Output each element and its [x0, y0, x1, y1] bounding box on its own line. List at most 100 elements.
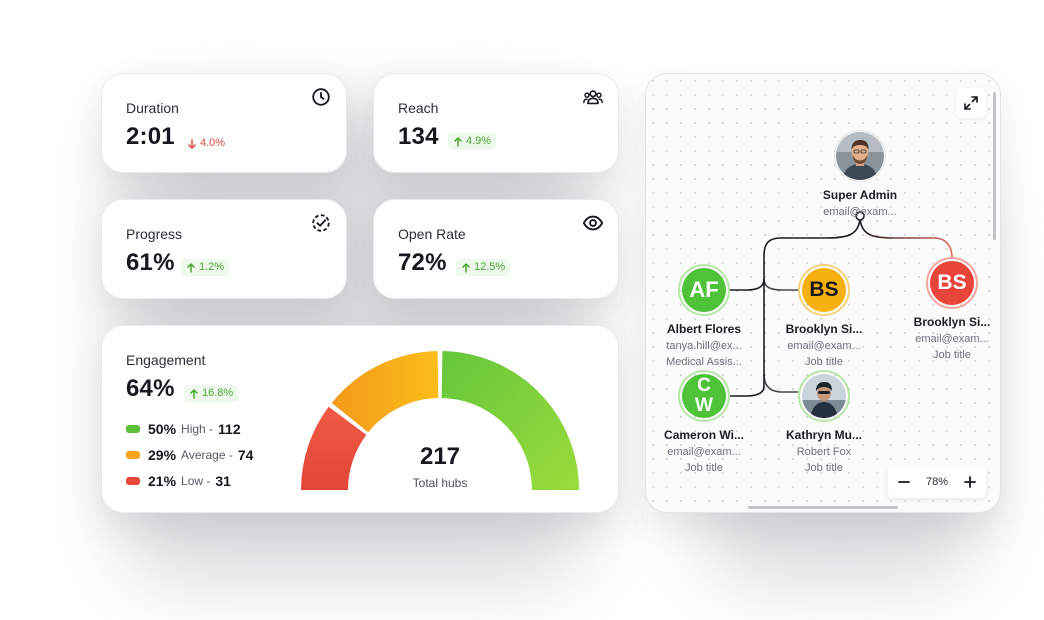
node-name: Albert Flores	[666, 322, 741, 336]
plus-icon	[964, 476, 976, 488]
engagement-card: Engagement 64% 16.8% 50% High - 112 29% …	[101, 325, 619, 513]
avatar-initials: BS	[802, 268, 846, 312]
arrow-up-icon	[190, 388, 198, 399]
change-badge: 1.2%	[181, 259, 230, 276]
legend-pct: 29%	[148, 447, 177, 463]
stat-value: 2:01	[126, 123, 175, 150]
legend-name: Average -	[181, 448, 233, 462]
org-node-cameron[interactable]: C W Cameron Wi... email@exam... Job titl…	[646, 370, 764, 474]
avatar: C W	[678, 370, 730, 422]
change-badge: 12.5%	[456, 259, 511, 276]
minus-icon	[898, 481, 910, 483]
node-email: tanya.hill@ex...	[666, 340, 742, 352]
expand-icon	[964, 96, 978, 110]
progress-card: Progress 61% 1.2%	[101, 199, 347, 299]
arrow-down-icon	[188, 138, 196, 149]
users-icon	[583, 90, 603, 105]
stat-label: Progress	[126, 226, 183, 242]
avatar-initials: AF	[682, 268, 726, 312]
legend-item-average: 29% Average - 74	[126, 447, 253, 463]
node-name: Cameron Wi...	[664, 428, 744, 442]
gauge-segment-average	[331, 351, 439, 433]
check-circle-icon	[312, 214, 330, 232]
avatar	[834, 130, 886, 182]
stat-label: Duration	[126, 100, 179, 116]
legend-name: Low -	[181, 474, 211, 488]
avatar	[798, 370, 850, 422]
stat-value: 72%	[398, 249, 447, 276]
vertical-scrollbar[interactable]	[993, 92, 996, 240]
change-value: 12.5%	[474, 261, 506, 273]
node-title: Job title	[685, 462, 723, 474]
node-title: Medical Assis...	[666, 356, 742, 368]
node-name: Brooklyn Si...	[913, 315, 991, 329]
node-email: email@exam...	[787, 340, 861, 352]
node-email: email@exam...	[915, 333, 989, 345]
stat-value: 134	[398, 123, 439, 150]
node-name: Brooklyn Si...	[785, 322, 863, 336]
reach-card: Reach 134 4.9%	[373, 73, 619, 173]
legend-name: High -	[181, 422, 214, 436]
arrow-up-icon	[454, 136, 462, 147]
zoom-level: 78%	[925, 476, 949, 488]
avatar: BS	[798, 264, 850, 316]
horizontal-scrollbar[interactable]	[748, 506, 898, 509]
change-value: 16.8%	[202, 387, 234, 399]
change-value: 4.0%	[200, 137, 226, 149]
engagement-gauge: 217 Total hubs	[301, 351, 579, 490]
eye-icon	[582, 215, 604, 231]
node-email: email@exam...	[823, 206, 897, 218]
node-name: Kathryn Mu...	[785, 428, 862, 442]
person-photo-icon	[836, 132, 884, 180]
gauge-total: 217	[420, 443, 460, 470]
change-badge: 4.0%	[182, 135, 230, 152]
node-name: Super Admin	[822, 188, 898, 202]
org-chart-panel[interactable]: Super Admin email@exam... AF Albert Flor…	[645, 73, 1001, 513]
legend-swatch	[126, 425, 140, 433]
stat-value: 61%	[126, 249, 175, 276]
node-email: Robert Fox	[796, 446, 852, 458]
zoom-control: 78%	[888, 466, 986, 498]
org-connectors	[730, 211, 953, 397]
zoom-in-button[interactable]	[962, 474, 978, 490]
gauge-total-label: Total hubs	[413, 476, 468, 490]
stat-label: Reach	[398, 100, 439, 116]
node-title: Job title	[933, 349, 971, 361]
legend-pct: 21%	[148, 473, 177, 489]
legend-swatch	[126, 477, 140, 485]
person-photo-icon	[802, 374, 846, 418]
change-value: 4.9%	[466, 135, 492, 147]
zoom-out-button[interactable]	[896, 474, 912, 490]
legend-item-low: 21% Low - 31	[126, 473, 231, 489]
arrow-up-icon	[187, 262, 195, 273]
stat-label: Open Rate	[398, 226, 466, 242]
engagement-value: 64%	[126, 375, 175, 402]
avatar: AF	[678, 264, 730, 316]
legend-count: 31	[215, 473, 231, 489]
expand-button[interactable]	[956, 88, 986, 118]
legend-pct: 50%	[148, 421, 177, 437]
change-badge: 16.8%	[184, 385, 239, 402]
avatar-initials: BS	[930, 261, 974, 305]
node-title: Job title	[805, 356, 843, 368]
org-node-root[interactable]: Super Admin email@exam...	[800, 130, 920, 218]
org-node-brooklyn-1[interactable]: BS Brooklyn Si... email@exam... Job titl…	[764, 264, 884, 368]
org-node-brooklyn-2[interactable]: BS Brooklyn Si... email@exam... Job titl…	[892, 257, 1000, 361]
change-badge: 4.9%	[448, 133, 497, 150]
avatar: BS	[926, 257, 978, 309]
legend-count: 74	[237, 447, 254, 463]
change-value: 1.2%	[199, 261, 225, 273]
clock-icon	[312, 88, 330, 106]
open-rate-card: Open Rate 72% 12.5%	[373, 199, 619, 299]
gauge-segment-high	[441, 351, 579, 490]
arrow-up-icon	[462, 262, 470, 273]
legend-item-high: 50% High - 112	[126, 421, 241, 437]
node-title: Job title	[805, 462, 843, 474]
org-node-kathryn[interactable]: Kathryn Mu... Robert Fox Job title	[764, 370, 884, 474]
avatar-initials: C W	[682, 374, 726, 418]
engagement-label: Engagement	[126, 352, 206, 368]
duration-card: Duration 2:01 4.0%	[101, 73, 347, 173]
org-node-albert[interactable]: AF Albert Flores tanya.hill@ex... Medica…	[646, 264, 764, 368]
legend-swatch	[126, 451, 140, 459]
node-email: email@exam...	[667, 446, 741, 458]
